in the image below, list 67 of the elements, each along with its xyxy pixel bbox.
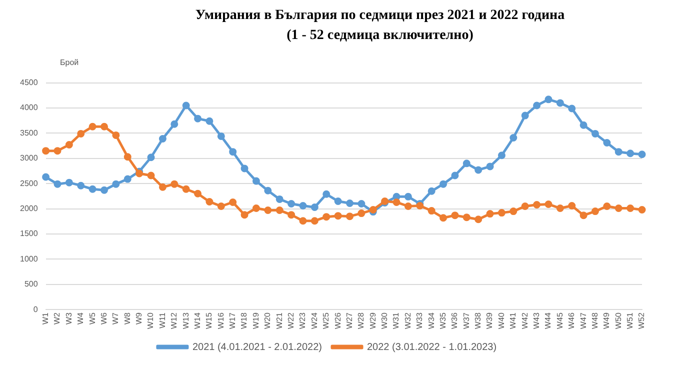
x-tick-label: W40 — [496, 312, 506, 330]
x-tick-label: W38 — [474, 312, 483, 330]
x-tick-label: W49 — [602, 312, 612, 330]
y-tick-label: 3000 — [20, 154, 38, 163]
y-tick-label: 2000 — [20, 204, 38, 213]
x-tick-label: W42 — [520, 312, 530, 330]
x-tick-label: W15 — [204, 312, 214, 330]
x-tick-label: W22 — [286, 312, 296, 330]
x-tick-label: W11 — [158, 312, 167, 328]
x-tick-label: W24 — [310, 312, 319, 330]
x-tick-label: W43 — [532, 312, 541, 330]
x-tick-label: W2 — [52, 312, 62, 325]
x-tick-label: W17 — [228, 312, 238, 330]
x-tick-label: W10 — [146, 312, 156, 330]
x-tick-label: W18 — [240, 312, 249, 330]
y-tick-label: 500 — [24, 280, 38, 289]
x-tick-label: W36 — [450, 312, 460, 330]
y-axis-title: Брой — [60, 58, 80, 69]
x-tick-label: W30 — [380, 312, 390, 330]
y-tick-label: 4000 — [20, 103, 38, 112]
x-tick-label: W45 — [555, 312, 564, 330]
x-tick-label: W23 — [298, 312, 308, 330]
x-tick-label: W19 — [251, 312, 260, 330]
x-tick-label: W16 — [216, 312, 226, 330]
x-tick-label: W4 — [76, 312, 86, 325]
x-tick-label: W8 — [122, 312, 132, 325]
x-tick-label: W29 — [368, 312, 378, 330]
y-tick-label: 1500 — [20, 229, 38, 238]
x-tick-label: W44 — [544, 312, 553, 330]
x-tick-label: W12 — [170, 312, 179, 330]
x-tick-label: W28 — [356, 312, 366, 330]
x-tick-label: W9 — [134, 312, 144, 325]
legend-label: 2022 (3.01.2022 - 1.01.2023) — [367, 342, 497, 353]
x-tick-label: W13 — [181, 312, 190, 330]
x-tick-label: W20 — [263, 312, 272, 330]
y-tick-label: 2500 — [20, 178, 38, 188]
x-tick-label: W21 — [274, 312, 284, 330]
chart-title: Умирания в България по седмици през 2021 и 2022 година — [194, 8, 566, 24]
x-tick-label: W25 — [322, 312, 331, 330]
x-tick-label: W41 — [508, 312, 518, 330]
x-tick-label: W26 — [333, 312, 342, 330]
y-tick-label: 0 — [33, 304, 38, 314]
x-tick-label: W5 — [88, 312, 97, 325]
chart-subtitle: (1 - 52 седмица включително) — [286, 28, 474, 44]
x-tick-label: W46 — [567, 312, 576, 330]
x-tick-label: W35 — [438, 312, 448, 330]
x-tick-label: W31 — [392, 312, 401, 330]
x-tick-label: W32 — [403, 312, 412, 330]
x-tick-label: W33 — [415, 312, 424, 330]
y-tick-label: 1000 — [20, 254, 38, 264]
x-tick-label: W27 — [344, 312, 354, 330]
x-tick-label: W1 — [41, 312, 50, 325]
x-tick-label: W6 — [99, 312, 108, 325]
y-tick-label: 4500 — [20, 78, 38, 88]
x-tick-label: W39 — [485, 312, 494, 330]
y-tick-label: 3500 — [20, 128, 38, 138]
x-tick-label: W34 — [426, 312, 436, 330]
x-tick-label: W7 — [111, 312, 120, 325]
x-tick-label: W47 — [578, 312, 588, 330]
x-tick-label: W14 — [192, 312, 202, 330]
x-tick-label: W48 — [590, 312, 600, 330]
x-tick-label: W37 — [462, 312, 471, 330]
x-tick-label: W50 — [614, 312, 623, 330]
x-tick-label: W52 — [637, 312, 646, 330]
legend-label: 2021 (4.01.2021 - 2.01.2022) — [192, 342, 322, 353]
x-tick-label: W51 — [626, 312, 635, 330]
x-tick-label: W3 — [64, 312, 74, 325]
